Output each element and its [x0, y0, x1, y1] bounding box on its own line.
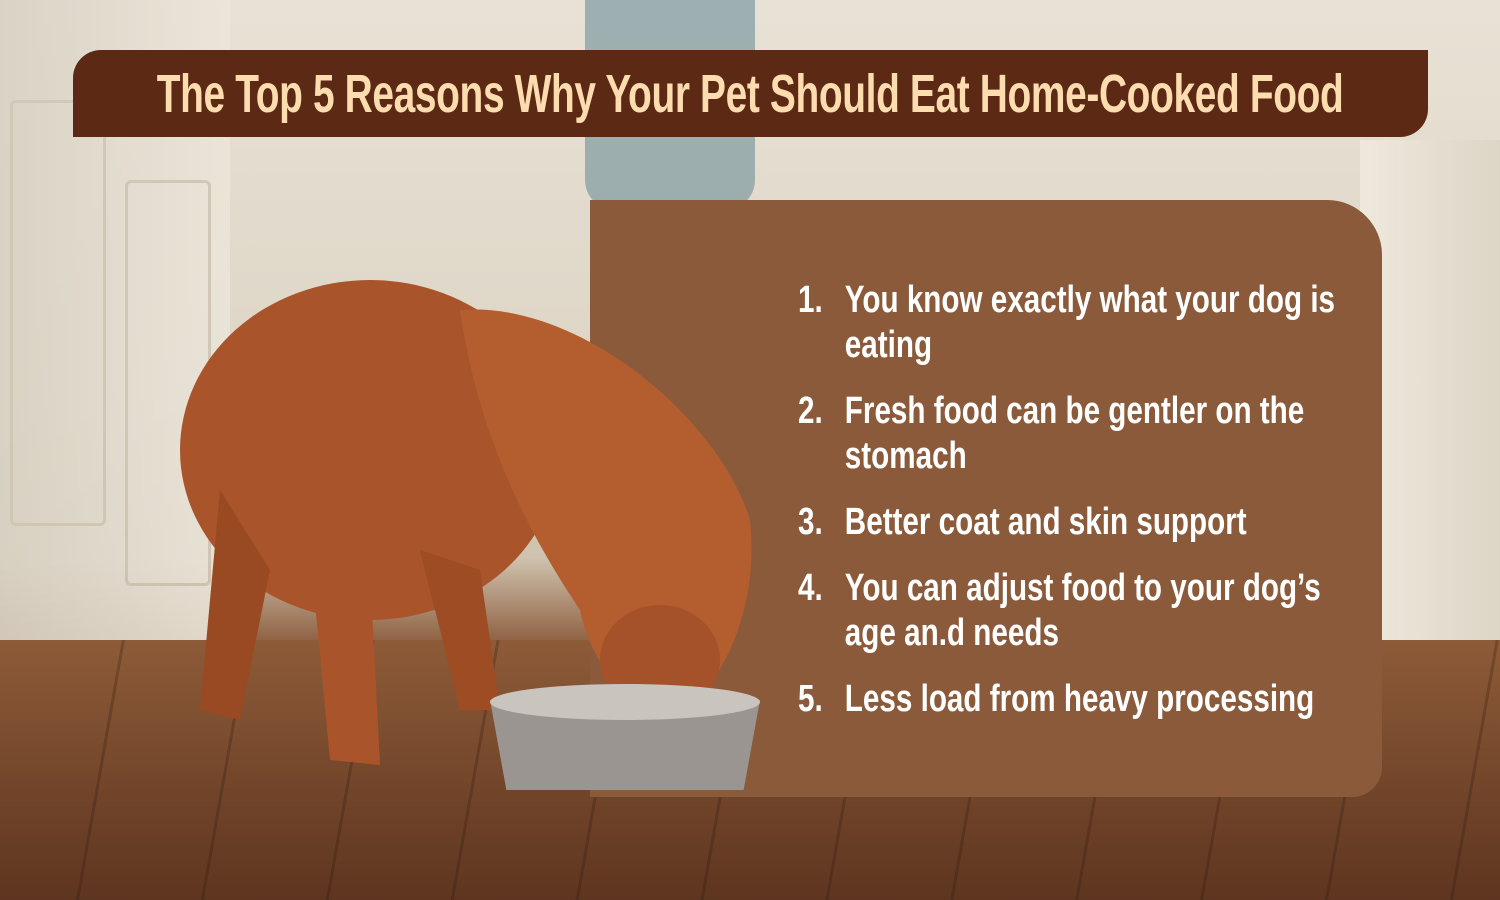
reason-item: 1. You know exactly what your dog is eati… — [798, 278, 1360, 368]
reason-number: 3. — [798, 501, 823, 543]
reason-number: 1. — [798, 279, 823, 321]
page-title: The Top 5 Reasons Why Your Pet Should Ea… — [157, 63, 1344, 124]
reason-text: Fresh food can be gentler on the stomach — [844, 390, 1305, 477]
reason-item: 3. Better coat and skin support — [798, 500, 1360, 545]
reason-item: 4. You can adjust food to your dog’s age … — [798, 566, 1360, 656]
reasons-list: 1. You know exactly what your dog is eati… — [798, 278, 1358, 743]
dog-eating-illustration — [180, 280, 760, 790]
reason-text: You can adjust food to your dog’s age an… — [844, 567, 1321, 654]
reason-number: 4. — [798, 567, 823, 609]
reason-item: 2. Fresh food can be gentler on the stoma… — [798, 389, 1360, 479]
reason-item: 5. Less load from heavy processing — [798, 677, 1360, 722]
reason-text: Better coat and skin support — [844, 501, 1247, 543]
reason-text: Less load from heavy processing — [844, 678, 1315, 720]
reason-number: 5. — [798, 678, 823, 720]
reason-text: You know exactly what your dog is eating — [844, 279, 1336, 366]
reason-number: 2. — [798, 390, 823, 432]
title-banner: The Top 5 Reasons Why Your Pet Should Ea… — [73, 50, 1428, 137]
